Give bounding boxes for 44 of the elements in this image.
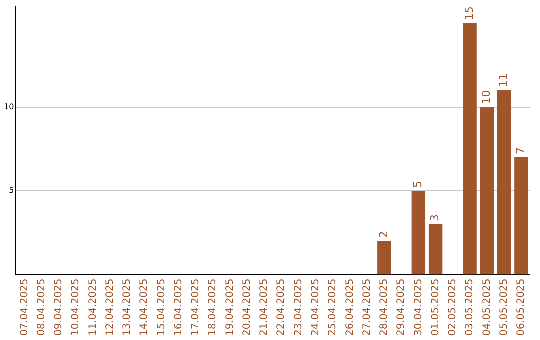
x-tick-label: 22.04.2025 (276, 278, 288, 336)
bar (480, 107, 494, 275)
bar (412, 191, 426, 275)
bar (378, 241, 392, 275)
x-tick-label: 11.04.2025 (88, 278, 99, 336)
x-tick-label: 09.04.2025 (54, 278, 65, 336)
x-tick-label: 10.04.2025 (70, 278, 82, 336)
x-tick-label: 19.04.2025 (224, 278, 236, 336)
bar (428, 224, 443, 275)
x-tick-label: 20.04.2025 (242, 278, 253, 336)
x-tick-label: 02.05.2025 (448, 278, 459, 336)
data-label: 15 (462, 6, 476, 21)
x-tick-label: 06.05.2025 (516, 278, 528, 336)
bar (497, 90, 512, 275)
bar (514, 158, 528, 275)
x-tick-label: 08.04.2025 (36, 278, 48, 336)
x-tick-label: 28.04.2025 (379, 278, 390, 336)
x-tick-label: 16.04.2025 (173, 278, 184, 336)
data-label: 10 (480, 90, 494, 104)
x-tick-label: 27.04.2025 (362, 278, 373, 336)
data-label: 2 (377, 231, 390, 238)
x-tick-label: 18.04.2025 (208, 278, 219, 336)
x-tick-label: 12.04.2025 (104, 278, 116, 336)
x-tick-label: 04.05.2025 (482, 278, 493, 336)
x-tick-label: 30.04.2025 (413, 278, 424, 336)
data-label: 11 (497, 74, 510, 88)
data-label: 3 (428, 214, 442, 222)
x-tick-label: 15.04.2025 (156, 278, 168, 336)
x-tick-label: 23.04.2025 (293, 278, 304, 336)
data-label: 5 (412, 181, 425, 188)
x-tick-label: 21.04.2025 (259, 278, 270, 336)
x-tick-label: 17.04.2025 (190, 278, 202, 336)
x-tick-label: 05.05.2025 (498, 278, 510, 336)
x-tick-label: 03.05.2025 (464, 278, 476, 336)
x-tick-label: 14.04.2025 (139, 278, 150, 336)
x-tick-label: 26.04.2025 (344, 278, 356, 336)
x-tick-label: 01.05.2025 (430, 278, 442, 336)
bar (463, 24, 477, 275)
x-tick-label: 07.04.2025 (19, 278, 30, 336)
x-tick-label: 13.04.2025 (122, 278, 134, 336)
x-tick-label: 25.04.2025 (328, 278, 339, 336)
x-tick-label: 24.04.2025 (310, 278, 322, 336)
x-tick-label: 29.04.2025 (396, 278, 408, 336)
data-label: 7 (514, 148, 528, 155)
